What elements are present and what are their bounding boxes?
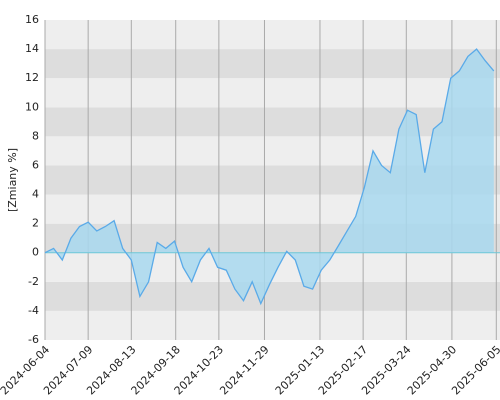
grid-band bbox=[45, 49, 500, 79]
x-tick-label: 2024-11-29 bbox=[217, 343, 271, 397]
y-tick-label: 8 bbox=[32, 129, 39, 142]
grid-band bbox=[45, 78, 500, 108]
y-tick-label: 2 bbox=[32, 217, 39, 230]
y-axis-label: [Zmiany %] bbox=[6, 148, 19, 212]
y-tick-label: -4 bbox=[28, 304, 39, 317]
line bbox=[44, 48, 495, 306]
grid-band bbox=[45, 281, 500, 311]
y-tick-label: 6 bbox=[32, 158, 39, 171]
y-tick-label: 16 bbox=[25, 13, 39, 26]
y-tick-label: 12 bbox=[25, 71, 39, 84]
grid-band bbox=[45, 136, 500, 166]
y-tick-label: 0 bbox=[32, 246, 39, 259]
area bbox=[45, 49, 494, 304]
y-tick-label: 4 bbox=[32, 188, 39, 201]
y-tick-label: 14 bbox=[25, 42, 39, 55]
grid-band bbox=[45, 310, 500, 340]
y-tick-label: 10 bbox=[25, 100, 39, 113]
y-tick-label: -6 bbox=[28, 333, 39, 346]
grid-band bbox=[45, 20, 500, 50]
grid-band bbox=[45, 107, 500, 137]
y-tick-label: -2 bbox=[28, 275, 39, 288]
